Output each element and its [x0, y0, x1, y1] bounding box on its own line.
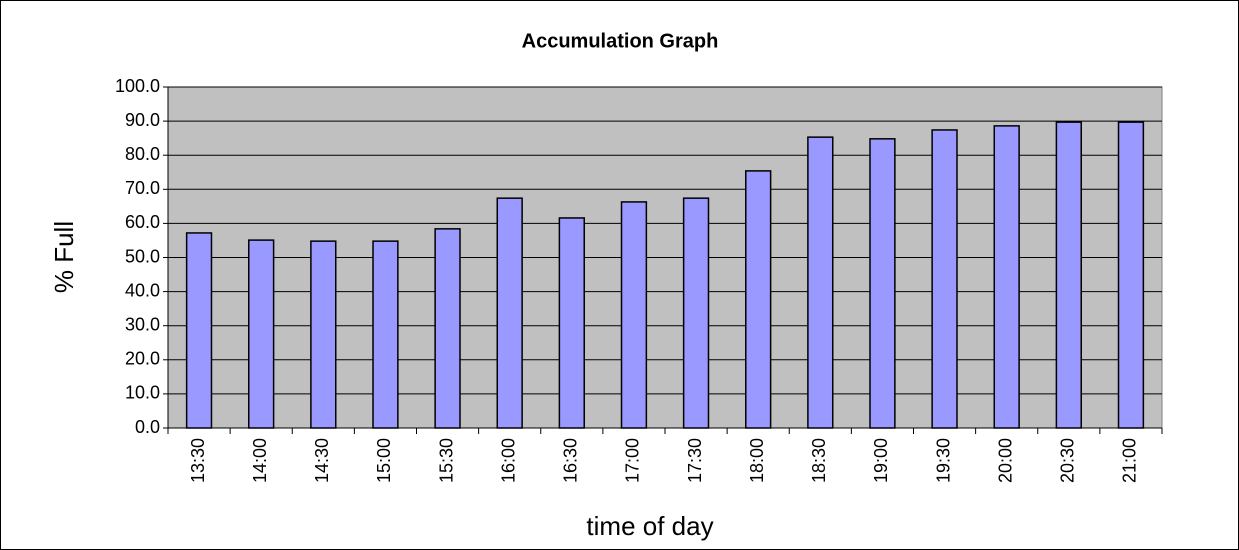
x-tick-label: 14:30: [312, 438, 332, 483]
x-tick-label: 19:30: [933, 438, 953, 483]
x-tick-label: 15:30: [436, 438, 456, 483]
x-tick-label: 16:00: [498, 438, 518, 483]
x-tick-label: 20:00: [995, 438, 1015, 483]
chart-title: Accumulation Graph: [522, 30, 719, 52]
y-tick-label: 60.0: [125, 212, 160, 232]
y-tick-label: 10.0: [125, 383, 160, 403]
x-tick-label: 18:30: [809, 438, 829, 483]
bar: [807, 136, 834, 429]
y-tick-label: 20.0: [125, 349, 160, 369]
bar: [372, 240, 399, 429]
y-tick-label: 100.0: [115, 76, 160, 96]
bar: [248, 239, 275, 429]
x-tick-label: 18:00: [747, 438, 767, 483]
bar: [620, 201, 648, 429]
x-axis-title: time of day: [586, 511, 713, 541]
bar: [434, 228, 461, 429]
y-axis-title: % Full: [49, 221, 79, 293]
x-tick-label: 14:00: [250, 438, 270, 483]
y-tick-label: 90.0: [125, 110, 160, 130]
bar: [185, 232, 213, 429]
bar: [310, 240, 337, 429]
x-tick-label: 17:00: [623, 438, 643, 483]
y-tick-label: 30.0: [125, 314, 160, 334]
x-tick-label: 19:00: [871, 438, 891, 483]
bar: [993, 125, 1020, 429]
bar: [496, 197, 523, 429]
x-tick-label: 13:30: [188, 438, 208, 483]
bar: [931, 129, 958, 429]
bar: [745, 170, 772, 429]
bar: [869, 138, 896, 429]
x-tick-label: 16:30: [561, 438, 581, 483]
bar: [1055, 121, 1082, 429]
y-tick-label: 40.0: [125, 280, 160, 300]
bar: [1117, 121, 1145, 429]
bar: [558, 217, 585, 429]
bar: [682, 197, 710, 429]
x-tick-label: 21:00: [1120, 438, 1140, 483]
x-tick-label: 17:30: [685, 438, 705, 483]
y-tick-label: 70.0: [125, 178, 160, 198]
x-tick-label: 15:00: [374, 438, 394, 483]
y-tick-label: 0.0: [135, 417, 160, 437]
x-tick-label: 20:30: [1058, 438, 1078, 483]
y-tick-label: 80.0: [125, 144, 160, 164]
y-tick-label: 50.0: [125, 246, 160, 266]
